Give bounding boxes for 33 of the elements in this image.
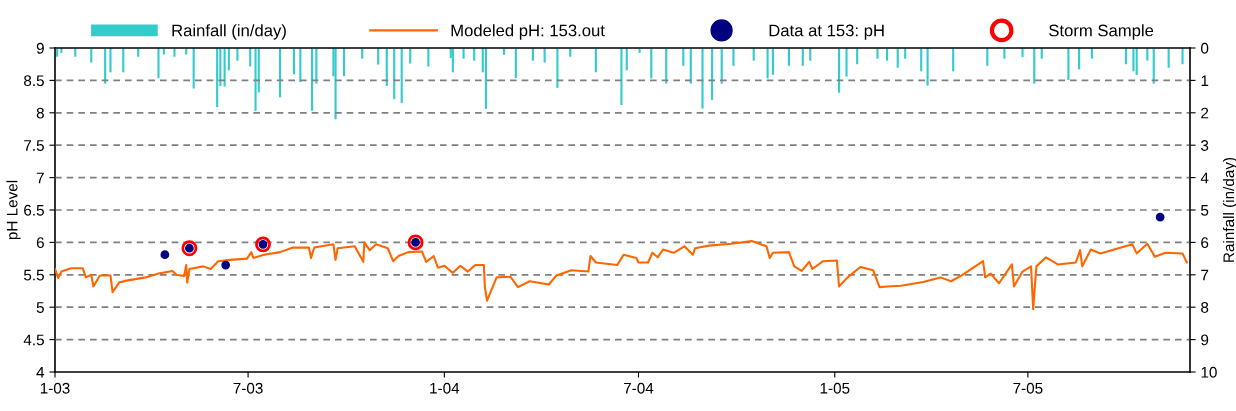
y-tick-label: 4 bbox=[36, 367, 45, 378]
y2-tick-label: 8 bbox=[1201, 302, 1209, 313]
y-tick-label: 4.5 bbox=[23, 334, 44, 346]
y-tick-label: 5 bbox=[36, 302, 44, 313]
legend-label: Storm Sample bbox=[1049, 24, 1154, 40]
y2-tick-label: 3 bbox=[1201, 140, 1209, 151]
y-tick-label: 7 bbox=[36, 172, 44, 184]
x-tick-label: 1-04 bbox=[430, 382, 460, 394]
y2-tick-label: 1 bbox=[1201, 75, 1209, 86]
x-tick-label: 1-05 bbox=[820, 382, 850, 394]
legend-label: Data at 153: pH bbox=[769, 24, 884, 40]
y2-tick-label: 10 bbox=[1201, 366, 1217, 378]
y2-tick-label: 9 bbox=[1201, 334, 1209, 346]
y-tick-label: 8 bbox=[36, 107, 44, 119]
x-tick-label: 7-03 bbox=[233, 382, 263, 394]
x-tick-label: 1-03 bbox=[40, 382, 70, 394]
y-tick-label: 9 bbox=[36, 42, 44, 54]
y-tick-label: 7.5 bbox=[24, 140, 44, 151]
legend-label: Modeled pH: 153.out bbox=[451, 24, 605, 40]
x-tick-label: 7-04 bbox=[624, 382, 654, 394]
y-tick-label: 8.5 bbox=[24, 75, 44, 87]
y2-tick-label: 7 bbox=[1201, 269, 1209, 281]
legend-label: Rainfall (in/day) bbox=[172, 24, 286, 40]
y2-tick-label: 5 bbox=[1201, 205, 1209, 216]
y2-tick-label: 6 bbox=[1201, 237, 1209, 249]
y-tick-label: 6.5 bbox=[24, 204, 44, 216]
y-axis-title: pH Level bbox=[6, 180, 21, 240]
x-tick-label: 7-05 bbox=[1013, 382, 1043, 394]
y2-tick-label: 2 bbox=[1201, 107, 1209, 119]
y-tick-label: 5.5 bbox=[23, 269, 44, 281]
y2-tick-label: 0 bbox=[1201, 42, 1209, 54]
y2-tick-label: 4 bbox=[1200, 172, 1209, 184]
y-tick-label: 6 bbox=[36, 237, 44, 249]
